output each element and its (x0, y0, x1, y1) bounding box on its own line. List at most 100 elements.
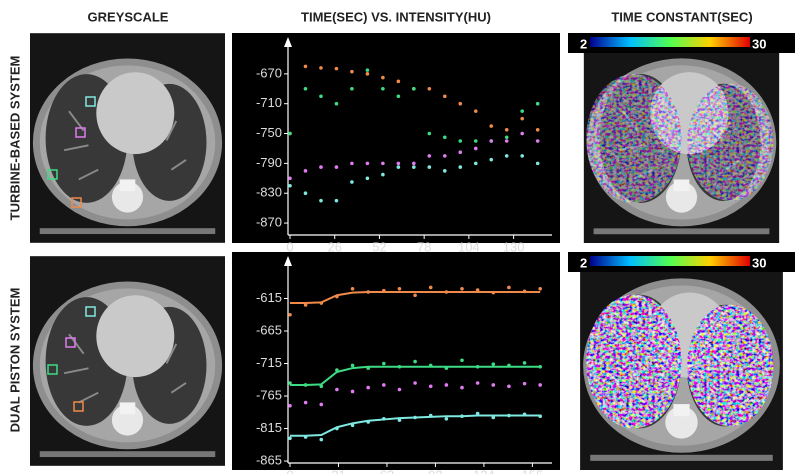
data-point (303, 400, 308, 405)
x-tick-label: 130 (503, 239, 525, 254)
x-tick-label: 104 (458, 239, 480, 254)
data-point (460, 385, 464, 390)
data-point (412, 86, 416, 91)
row-label: DUAL PISTON SYSTEM (7, 288, 22, 433)
data-point (335, 368, 339, 372)
data-point (335, 294, 339, 299)
data-point (520, 154, 524, 158)
colorbar-label: 2 (580, 36, 587, 51)
data-point (473, 161, 478, 166)
data-point (396, 79, 401, 84)
y-tick-label: -665 (256, 322, 282, 337)
data-point (397, 418, 402, 422)
column-header: TIME(SEC) VS. INTENSITY(HU) (301, 9, 491, 24)
data-point (413, 415, 417, 420)
data-point (350, 389, 355, 394)
data-point (538, 364, 542, 369)
data-point (491, 290, 496, 295)
data-point (319, 198, 323, 203)
axis-arrow (284, 256, 292, 266)
x-tick-label: 0 (286, 467, 293, 474)
data-point (319, 66, 323, 70)
y-tick-label: -750 (256, 125, 282, 140)
y-tick-label: -615 (256, 290, 282, 305)
y-tick-label: -865 (256, 452, 282, 467)
data-point (522, 381, 527, 386)
data-point (538, 383, 542, 387)
data-point (520, 109, 524, 113)
data-point (507, 384, 511, 389)
fit-line (290, 365, 541, 386)
data-point (382, 361, 386, 366)
data-point (288, 403, 292, 408)
data-point (443, 169, 447, 173)
data-point (444, 383, 449, 387)
data-point (334, 101, 339, 106)
data-point (507, 285, 511, 290)
data-point (319, 165, 323, 169)
data-point (427, 86, 432, 91)
row-label: TURBINE-BASED SYSTEM (7, 56, 22, 221)
data-point (350, 180, 354, 184)
data-point (489, 157, 494, 162)
data-point (475, 364, 480, 369)
data-point (334, 66, 339, 71)
data-point (397, 387, 402, 392)
data-point (428, 285, 433, 290)
data-point (520, 116, 524, 121)
data-point (366, 290, 370, 294)
data-point (473, 146, 478, 151)
chart-panel (232, 252, 560, 470)
y-tick-label: -715 (256, 355, 282, 370)
data-point (460, 414, 464, 418)
data-point (288, 183, 292, 188)
data-point (303, 191, 308, 196)
x-tick-label: 78 (417, 239, 431, 254)
data-point (366, 420, 370, 424)
y-tick-label: -765 (256, 387, 282, 402)
axis-arrow (284, 37, 292, 47)
data-point (397, 286, 402, 291)
data-point (535, 161, 540, 166)
data-point (319, 437, 324, 442)
data-point (491, 415, 496, 420)
data-point (535, 128, 540, 132)
data-point (489, 124, 494, 128)
data-point (382, 416, 386, 421)
data-point (428, 363, 433, 368)
data-point (458, 139, 463, 143)
data-point (381, 86, 385, 91)
time-constant-map: 2 30 (568, 252, 795, 470)
data-point (475, 381, 480, 385)
data-point (427, 154, 432, 158)
data-point (396, 165, 401, 169)
colorbar-label: 30 (752, 36, 766, 51)
data-point (365, 176, 370, 181)
data-point (319, 384, 324, 389)
data-point (413, 381, 417, 385)
data-point (473, 139, 478, 143)
x-tick-label: 31 (331, 467, 345, 474)
data-point (520, 131, 524, 136)
data-point (350, 423, 355, 428)
data-point (350, 86, 354, 91)
data-point (350, 363, 355, 368)
data-point (507, 413, 511, 418)
column-header: GREYSCALE (88, 9, 169, 24)
x-tick-label: 124 (473, 467, 495, 474)
data-point (319, 301, 324, 305)
data-point (522, 361, 527, 365)
data-point (504, 154, 509, 158)
data-point (491, 383, 496, 387)
data-point (366, 385, 370, 390)
data-point (460, 286, 464, 291)
y-tick-label: -710 (256, 95, 282, 110)
data-point (303, 303, 308, 307)
data-point (365, 72, 370, 76)
data-point (319, 402, 324, 407)
data-point (413, 293, 417, 298)
data-point (350, 161, 354, 166)
data-point (535, 139, 540, 143)
data-point (427, 131, 432, 136)
